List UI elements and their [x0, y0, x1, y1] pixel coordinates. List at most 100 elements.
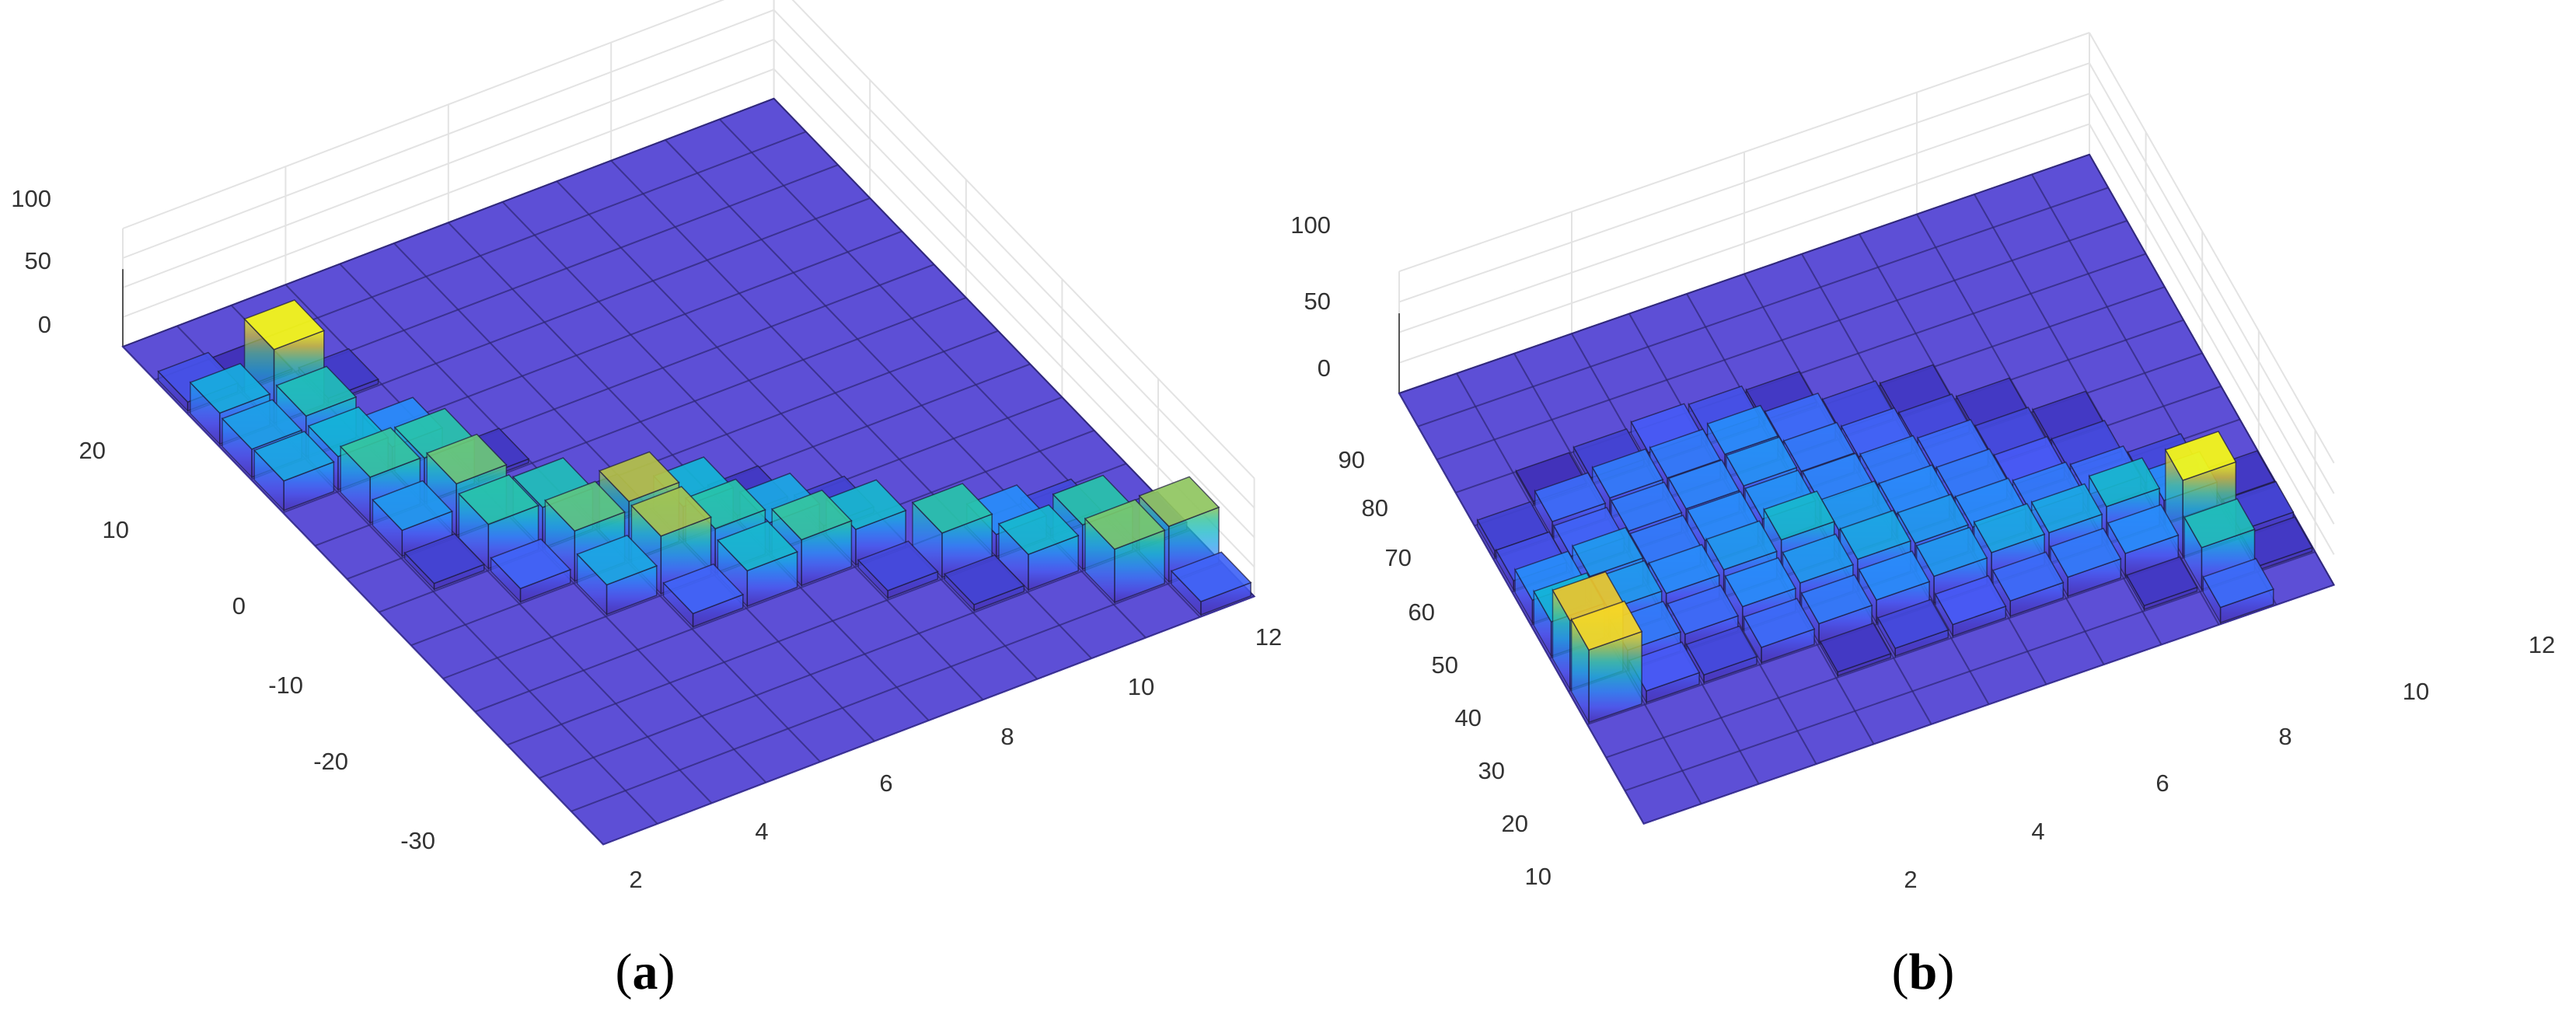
- b-x-tick-12: 12: [2529, 631, 2555, 658]
- b-bar-top-face: [1991, 551, 2065, 602]
- b-bar-r12-c10: [2202, 557, 2274, 625]
- a-bar-r12-c9: [997, 504, 1080, 592]
- panel-b-chart: 0 50 100 90 80 70 60 50 40 30 20 10 2 4 …: [1290, 32, 2555, 1000]
- b-x-tick-6: 6: [2155, 769, 2169, 797]
- a-bar-top-face: [770, 489, 853, 541]
- a-col-line-8: [556, 180, 1038, 680]
- b-bar-top-face: [1839, 509, 1911, 560]
- b-y-tick-80: 80: [1362, 494, 1388, 522]
- panel-b-gridlines: [1398, 32, 2335, 586]
- panel-a-bars: [157, 299, 1252, 629]
- a-x-tick-4: 4: [755, 818, 768, 845]
- b-bar-top-face: [1819, 622, 1892, 673]
- b-bar-top-face: [1572, 526, 1644, 578]
- b-bar-top-face: [1648, 543, 1720, 595]
- a-bar-top-face: [911, 483, 993, 534]
- a-bar-r4-c0: [253, 431, 335, 512]
- a-bar-top-face: [1138, 476, 1220, 528]
- b-bar-top-face: [1858, 550, 1931, 601]
- a-y-tick-20: 20: [79, 437, 106, 464]
- a-y-tick-minus30: -30: [400, 827, 435, 854]
- a-side-gridline-2: [773, 39, 1255, 538]
- a-y-tick-0: 0: [232, 592, 246, 619]
- b-bar-top-face: [1667, 585, 1739, 635]
- a-x-tick-2: 2: [629, 866, 642, 893]
- b-x-tick-4: 4: [2031, 818, 2044, 845]
- b-y-tick-60: 60: [1408, 598, 1435, 626]
- b-bar-top-face: [2164, 431, 2237, 481]
- b-bar-r10-c4: [1819, 622, 1892, 679]
- b-side-gridline-1: [2089, 124, 2335, 555]
- b-bar-r10-c6: [1934, 574, 2007, 639]
- b-side-gridline-4: [2089, 32, 2335, 464]
- b-bar-top-face: [1782, 533, 1854, 584]
- a-base-front-edge: [603, 596, 1255, 846]
- a-bar-r5-c1: [339, 427, 421, 525]
- a-bar-r13-c10: [1084, 499, 1166, 604]
- b-bar-top-face: [2126, 556, 2198, 607]
- a-bar-top-face: [339, 427, 421, 478]
- a-bar-r8-c2: [490, 538, 572, 604]
- a-z-tick-0: 0: [38, 311, 51, 338]
- panel-b-bars: [1476, 364, 2313, 725]
- b-bar-r9-c3: [1743, 598, 1816, 665]
- a-x-tick-12: 12: [1255, 623, 1282, 651]
- b-bar-top-face: [1685, 625, 1758, 676]
- a-bar-r12-c8: [943, 554, 1025, 612]
- b-bar-top-face: [1667, 459, 1740, 510]
- a-bar-top-face: [253, 431, 335, 482]
- b-bar-top-face: [1743, 598, 1816, 648]
- b-bar-top-face: [1897, 494, 1969, 544]
- b-bar-top-face: [1782, 421, 1855, 473]
- a-bar-top-face: [189, 362, 271, 414]
- b-y-tick-10: 10: [1525, 863, 1552, 890]
- a-bar-top-face: [717, 520, 798, 572]
- b-y-tick-20: 20: [1502, 810, 1528, 837]
- b-bar-top-face: [1591, 448, 1664, 499]
- a-y-tick-10: 10: [103, 516, 129, 543]
- b-base-left-edge: [1399, 393, 1644, 825]
- a-z-tick-100: 100: [11, 185, 51, 212]
- a-bar-top-face: [857, 540, 939, 592]
- panel-b-tick-labels: 0 50 100 90 80 70 60 50 40 30 20 10 2 4 …: [1290, 211, 2555, 893]
- a-bar-r11-c7: [857, 540, 939, 600]
- b-y-tick-40: 40: [1455, 704, 1482, 731]
- a-bar-top-face: [403, 533, 486, 585]
- b-bar-top-face: [1610, 481, 1683, 532]
- a-bar-top-face: [243, 299, 326, 351]
- panel-b-letter: b: [1909, 944, 1938, 1000]
- a-x-tick-8: 8: [1000, 723, 1014, 750]
- b-bar-r10-c9: [2107, 504, 2180, 579]
- b-bar-top-face: [1725, 436, 1798, 487]
- panel-a-letter: a: [633, 944, 658, 1000]
- a-y-tick-minus20: -20: [313, 748, 348, 775]
- a-bar-top-face: [221, 399, 303, 450]
- a-bar-top-face: [458, 474, 539, 525]
- b-z-tick-50: 50: [1304, 288, 1331, 315]
- b-bar-r11-c9: [2126, 556, 2198, 612]
- b-bar-top-face: [1724, 557, 1796, 608]
- b-bar-r10-c5: [1876, 598, 1949, 658]
- b-bar-r10-c7: [1991, 551, 2065, 619]
- b-y-tick-30: 30: [1478, 757, 1505, 784]
- b-x-tick-2: 2: [1904, 866, 1917, 893]
- b-bar-top-face: [2030, 483, 2103, 534]
- a-bar-top-face: [275, 365, 358, 417]
- a-bar-top-face: [1170, 551, 1252, 602]
- b-y-tick-90: 90: [1339, 446, 1365, 473]
- b-bar-top-face: [1973, 503, 2046, 553]
- b-bar-top-face: [1763, 490, 1835, 541]
- panel-a-tick-labels: 0 50 100 20 10 0 -10 -20 -30 2 4 6 8 10 …: [11, 185, 1282, 893]
- b-bar-top-face: [1570, 600, 1643, 651]
- a-base-left-edge: [123, 347, 603, 846]
- a-x-tick-10: 10: [1128, 673, 1154, 700]
- panel-a-chart: 0 50 100 20 10 0 -10 -20 -30 2 4 6 8 10 …: [11, 0, 1282, 1000]
- b-bar-top-face: [2049, 527, 2122, 578]
- b-base-front-edge: [1643, 585, 2334, 825]
- b-y-tick-70: 70: [1385, 544, 1412, 571]
- b-bar-top-face: [1534, 472, 1607, 523]
- b-bar-top-face: [1800, 574, 1873, 625]
- b-bar-top-face: [1649, 428, 1722, 479]
- a-bar-r10-c4: [662, 563, 745, 629]
